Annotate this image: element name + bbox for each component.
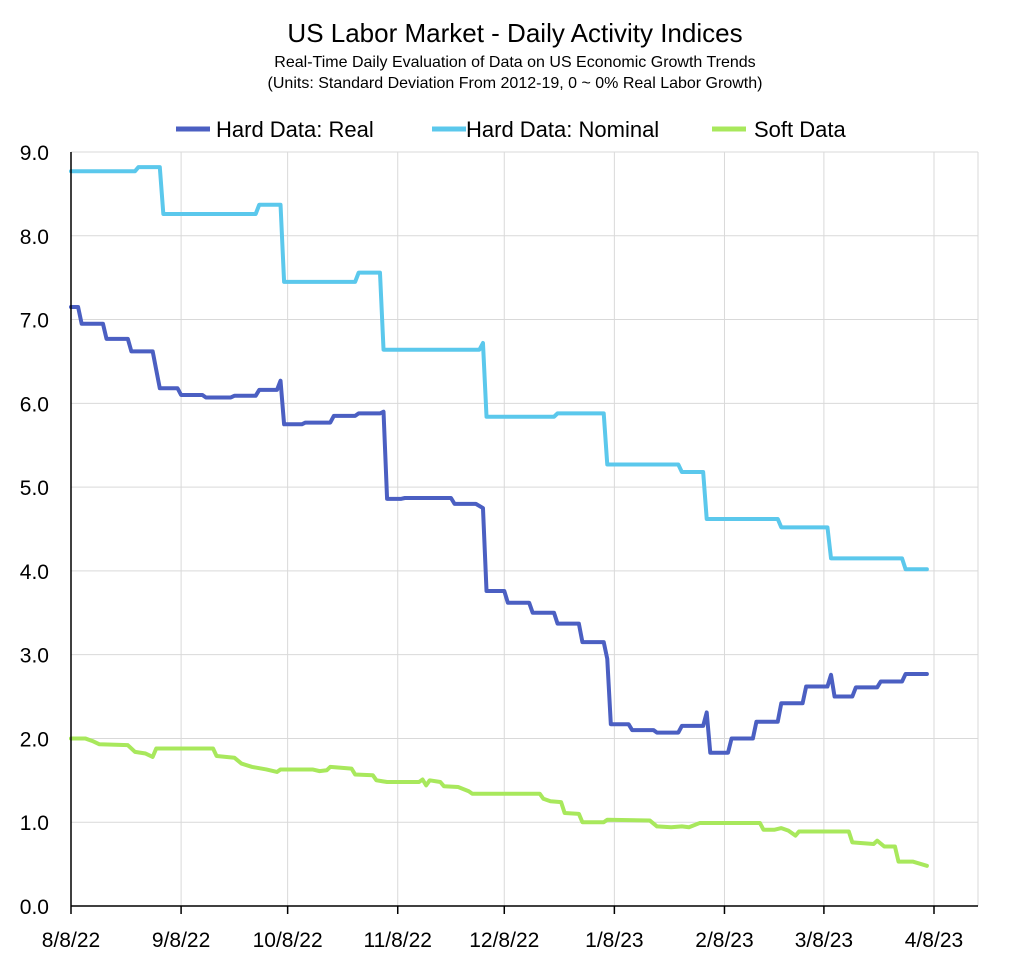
chart-subtitle-line-2: (Units: Standard Deviation From 2012-19,… <box>268 75 763 92</box>
y-tick-label: 4.0 <box>20 561 49 584</box>
y-tick-label: 3.0 <box>20 645 49 668</box>
y-tick-label: 8.0 <box>20 226 49 249</box>
series-layer <box>69 165 929 868</box>
legend: Hard Data: Real Hard Data: Nominal Soft … <box>176 117 846 142</box>
x-tick-label: 4/8/23 <box>905 929 963 952</box>
series-line-hard-data-nominal <box>69 165 929 572</box>
x-tick-label: 12/8/22 <box>469 929 539 952</box>
y-tick-label: 6.0 <box>20 393 49 416</box>
x-tick-label: 2/8/23 <box>695 929 753 952</box>
x-tick-label: 8/8/22 <box>42 929 100 952</box>
legend-label-hard-nominal: Hard Data: Nominal <box>466 117 659 142</box>
y-tick-label: 0.0 <box>20 896 49 919</box>
x-tick-label: 11/8/22 <box>363 929 432 952</box>
x-tick-label: 9/8/22 <box>152 929 210 952</box>
y-tick-label: 9.0 <box>20 142 49 165</box>
y-axis-tick-labels: 0.0 1.0 2.0 3.0 4.0 5.0 6.0 7.0 8.0 9.0 <box>20 142 49 919</box>
gridlines <box>71 151 979 906</box>
chart-subtitle-line-1: Real-Time Daily Evaluation of Data on US… <box>274 54 755 71</box>
x-tick-label: 1/8/23 <box>585 929 643 952</box>
y-tick-label: 5.0 <box>20 477 49 500</box>
y-tick-label: 1.0 <box>20 812 49 835</box>
x-axis-tick-labels: 8/8/22 9/8/22 10/8/22 11/8/22 12/8/22 1/8/23 2… <box>42 929 963 952</box>
y-tick-label: 7.0 <box>20 310 49 333</box>
x-tick-label: 10/8/22 <box>253 929 323 952</box>
x-tick-label: 3/8/23 <box>795 929 853 952</box>
series-line-hard-data-real <box>69 304 929 755</box>
legend-label-soft: Soft Data <box>754 117 846 142</box>
legend-label-hard-real: Hard Data: Real <box>216 117 374 142</box>
y-tick-label: 2.0 <box>20 728 49 751</box>
axes <box>70 152 978 914</box>
chart-title: US Labor Market - Daily Activity Indices <box>287 18 742 48</box>
series-line-soft-data <box>69 736 929 868</box>
